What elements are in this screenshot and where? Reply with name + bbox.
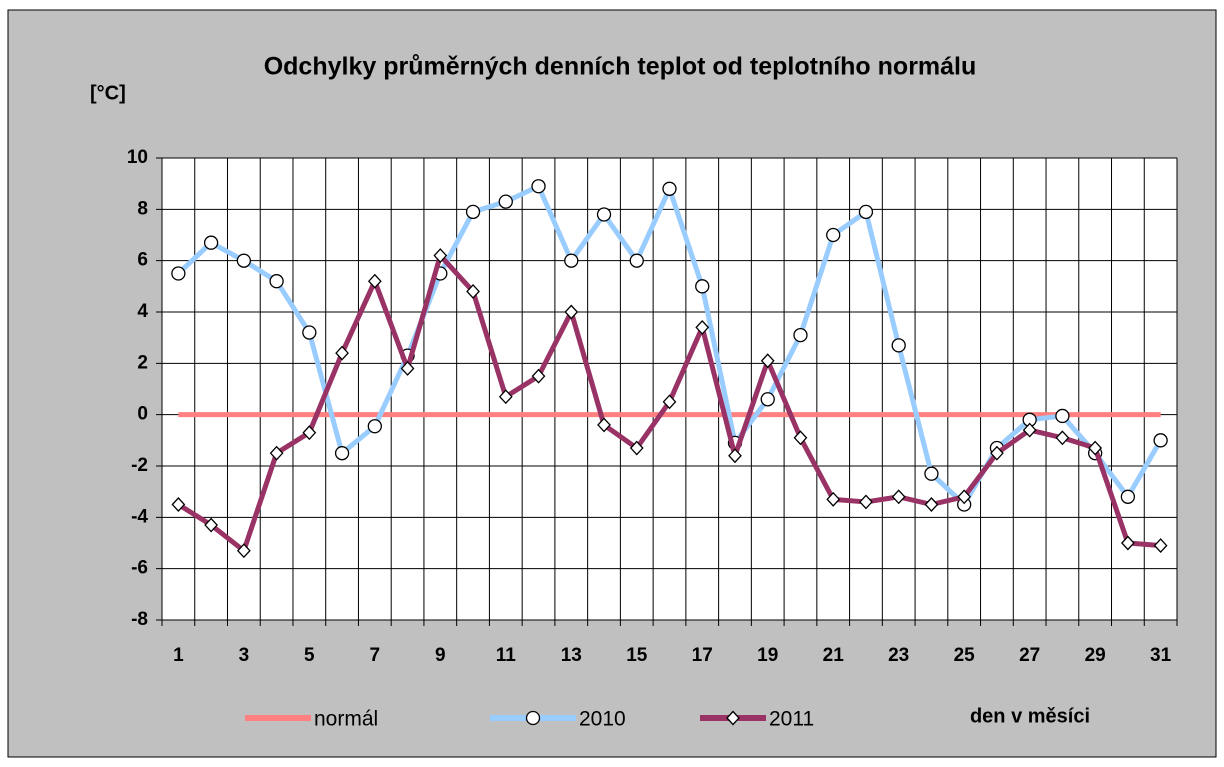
- x-tick-label: 11: [496, 645, 517, 666]
- y-tick-label: 0: [137, 404, 148, 425]
- x-tick-label: 3: [239, 645, 250, 666]
- marker: [826, 227, 841, 243]
- marker: [629, 253, 644, 268]
- marker: [858, 204, 874, 220]
- marker: [793, 327, 808, 343]
- legend-label: 2011: [769, 708, 814, 731]
- marker: [924, 466, 939, 481]
- x-tick-label: 7: [370, 645, 381, 666]
- x-tick-label: 5: [304, 645, 315, 666]
- y-tick-label: -6: [131, 558, 148, 579]
- marker: [204, 517, 218, 533]
- marker: [957, 489, 972, 505]
- legend-label: normál: [314, 708, 378, 731]
- marker: [1120, 489, 1136, 504]
- marker: [236, 253, 252, 268]
- x-tick-label: 25: [954, 645, 976, 666]
- marker: [269, 445, 284, 461]
- x-tick-label: 31: [1150, 645, 1172, 666]
- y-tick-label: -8: [131, 609, 148, 630]
- marker: [236, 543, 251, 559]
- marker: [1153, 433, 1168, 448]
- x-tick-label: 27: [1019, 645, 1040, 666]
- marker: [1055, 408, 1070, 424]
- marker: [662, 181, 677, 196]
- y-tick-label: -4: [131, 506, 148, 527]
- marker: [302, 325, 317, 340]
- marker: [335, 345, 349, 361]
- marker: [695, 319, 710, 335]
- marker: [525, 710, 541, 726]
- x-axis-label: den v měsíci: [970, 705, 1090, 727]
- marker: [629, 440, 644, 456]
- marker: [269, 274, 284, 289]
- y-tick-label: 6: [137, 250, 148, 271]
- marker: [1088, 440, 1103, 456]
- marker: [171, 266, 186, 281]
- marker: [564, 253, 579, 268]
- marker: [826, 491, 841, 507]
- marker: [564, 304, 579, 320]
- legend-label: 2010: [579, 708, 626, 731]
- marker: [203, 235, 219, 250]
- y-axis-label: [°C]: [90, 82, 126, 104]
- marker: [596, 207, 612, 222]
- x-tick-label: 15: [626, 645, 648, 666]
- x-tick-label: 13: [561, 645, 582, 666]
- x-tick-label: 1: [173, 645, 184, 666]
- marker: [1022, 422, 1037, 438]
- marker: [662, 394, 677, 410]
- x-tick-label: 29: [1085, 645, 1106, 666]
- marker: [433, 248, 448, 263]
- marker: [302, 425, 317, 441]
- y-tick-label: 2: [137, 352, 148, 373]
- x-tick-label: 9: [435, 645, 446, 666]
- marker: [466, 284, 480, 299]
- marker: [1055, 430, 1070, 446]
- marker: [760, 353, 775, 369]
- plot-area: [161, 157, 1178, 621]
- marker: [367, 419, 382, 434]
- x-tick-label: 19: [757, 645, 778, 666]
- marker: [531, 179, 546, 194]
- y-tick-label: 4: [137, 301, 148, 322]
- marker: [990, 445, 1004, 461]
- marker: [1153, 538, 1168, 554]
- x-tick-label: 21: [823, 645, 845, 666]
- marker: [859, 494, 873, 510]
- marker: [498, 194, 513, 209]
- y-tick-label: -2: [131, 455, 148, 476]
- y-tick-label: 8: [137, 198, 148, 219]
- marker: [695, 279, 710, 294]
- marker: [531, 368, 546, 384]
- marker: [171, 497, 186, 512]
- y-tick-label: 10: [127, 147, 148, 168]
- x-tick-label: 23: [888, 645, 909, 666]
- marker: [367, 273, 382, 289]
- marker: [334, 446, 350, 461]
- marker: [891, 338, 906, 353]
- marker: [891, 489, 906, 505]
- marker: [728, 448, 742, 464]
- marker: [1121, 535, 1135, 551]
- marker: [793, 430, 808, 446]
- marker: [498, 389, 513, 405]
- marker: [597, 417, 611, 433]
- marker: [924, 497, 939, 512]
- marker: [760, 392, 775, 407]
- marker: [726, 710, 740, 726]
- marker: [465, 204, 481, 220]
- x-tick-label: 17: [692, 645, 713, 666]
- chart-title: Odchylky průměrných denních teplot od te…: [264, 53, 977, 81]
- marker: [400, 361, 415, 376]
